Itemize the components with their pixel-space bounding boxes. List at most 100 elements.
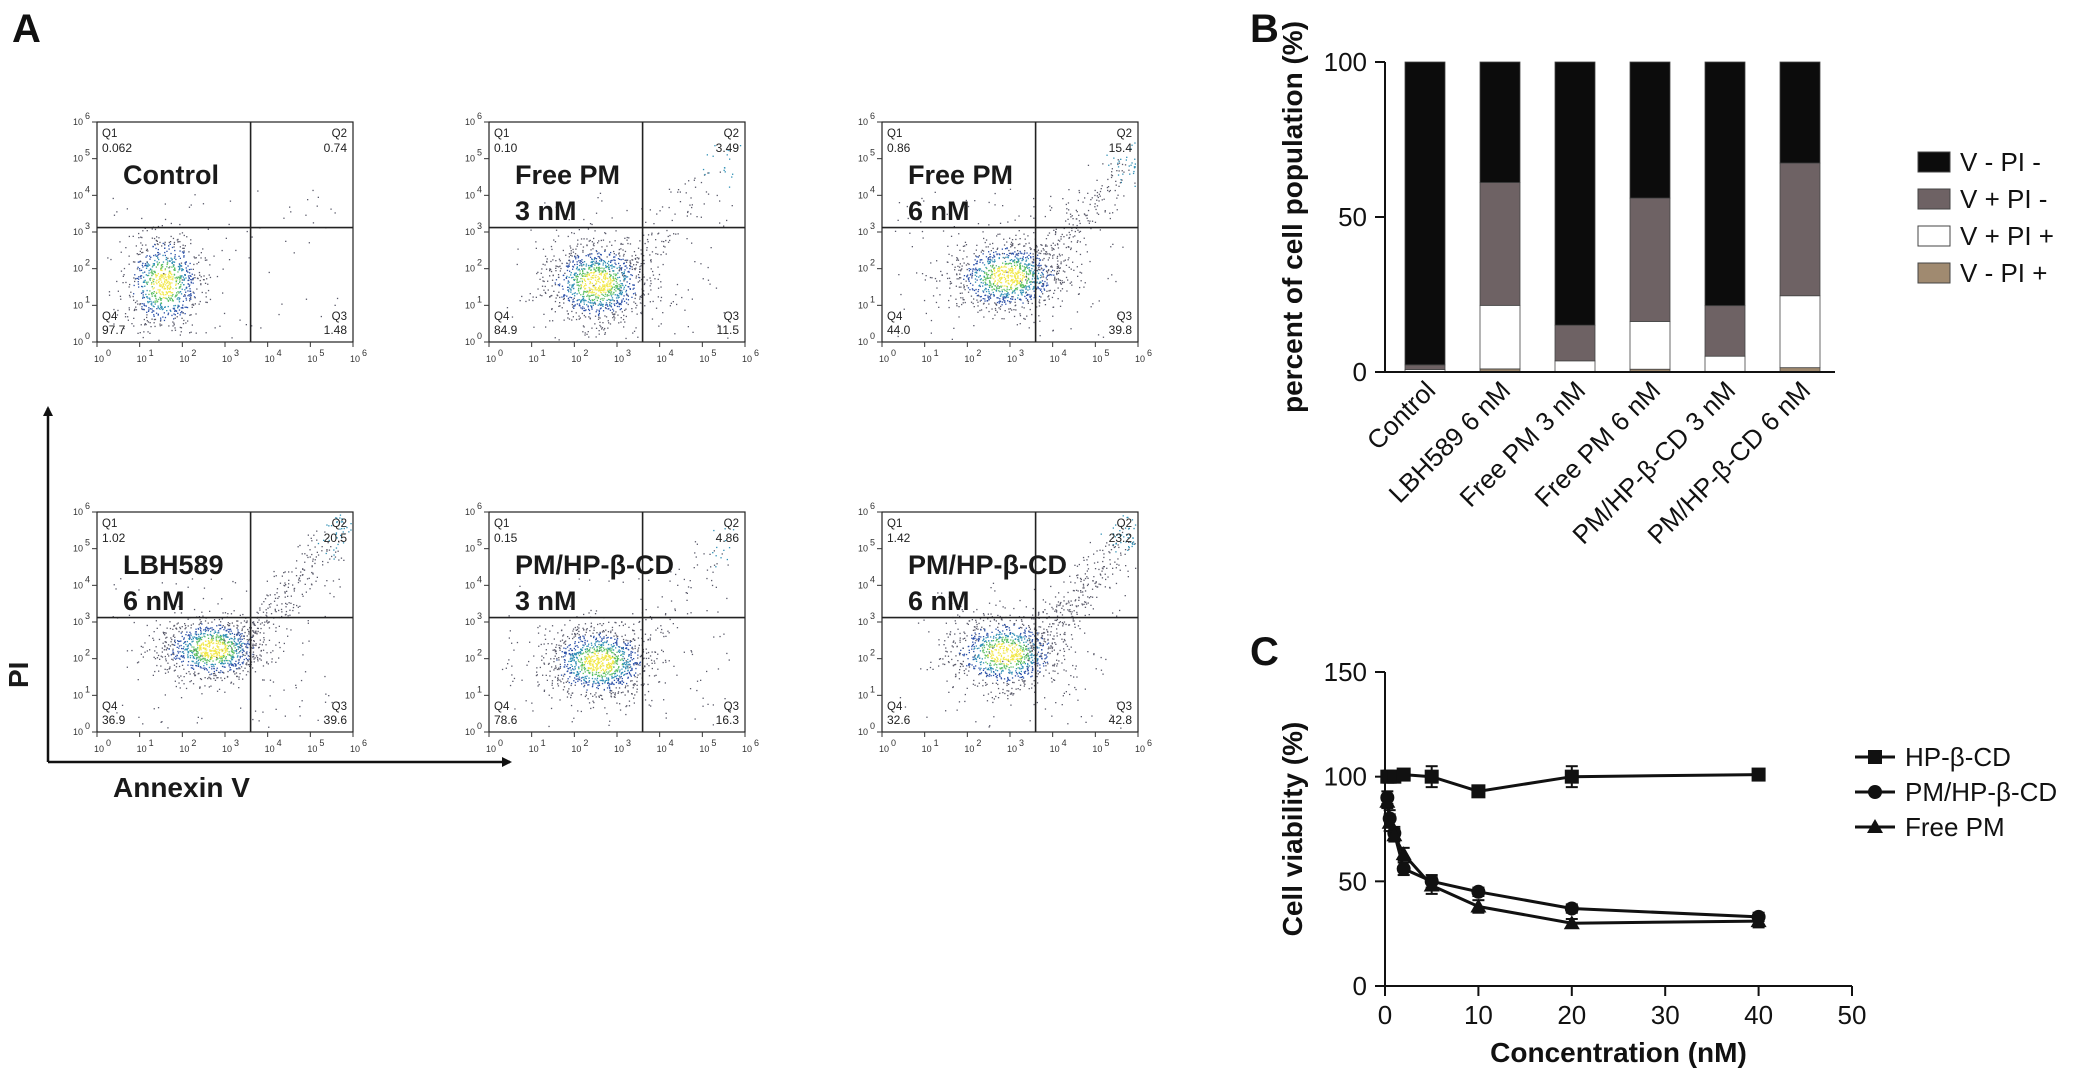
flow-event — [1023, 266, 1025, 268]
flow-event — [1037, 265, 1039, 267]
flow-event — [266, 594, 268, 596]
flow-event — [610, 282, 612, 284]
flow-event — [1086, 214, 1088, 216]
flow-event — [194, 631, 197, 633]
flow-event — [1047, 270, 1050, 272]
flow-event — [1011, 252, 1013, 254]
flow-event — [1019, 243, 1021, 245]
flow-event — [618, 253, 620, 255]
flow-event — [179, 627, 182, 630]
flow-event — [219, 671, 221, 674]
flow-event — [620, 269, 622, 271]
flow-event — [1019, 265, 1021, 267]
flow-event — [253, 624, 255, 626]
flow-event — [934, 191, 936, 193]
flow-event — [1029, 271, 1031, 273]
flow-event — [206, 652, 208, 654]
flow-event — [315, 556, 317, 558]
flow-event — [1028, 242, 1030, 244]
flow-event — [1015, 234, 1017, 236]
flow-event — [165, 280, 168, 282]
flow-event — [1004, 293, 1006, 295]
flow-event — [241, 662, 243, 664]
flow-event — [238, 667, 240, 669]
flow-event — [1021, 286, 1023, 289]
flow-event — [128, 286, 130, 288]
flow-event — [705, 191, 708, 193]
flow-event — [185, 277, 187, 279]
x-tick-label: 10 — [350, 354, 360, 364]
flow-event — [1011, 265, 1013, 267]
flow-event — [173, 269, 175, 271]
flow-event — [664, 246, 666, 248]
flow-event — [1065, 276, 1068, 279]
flow-event — [1015, 261, 1018, 263]
flow-event — [229, 633, 232, 635]
flow-event — [142, 656, 144, 658]
flow-event — [576, 254, 579, 257]
flow-event — [213, 632, 215, 634]
flow-event — [1037, 287, 1039, 289]
flow-event — [657, 278, 659, 280]
flow-event — [574, 305, 576, 307]
flow-event — [136, 268, 139, 270]
flow-event — [1133, 170, 1135, 173]
flow-event — [567, 266, 569, 268]
flow-event — [1003, 288, 1005, 291]
flow-event — [542, 248, 545, 250]
flow-event — [597, 297, 599, 299]
flow-event — [164, 269, 166, 271]
flow-event — [555, 260, 557, 262]
flow-event — [583, 268, 586, 270]
flow-event — [990, 269, 992, 271]
flow-event — [255, 655, 258, 657]
flow-event — [316, 539, 318, 541]
flow-event — [146, 314, 148, 316]
flow-event — [260, 327, 262, 329]
flow-event — [608, 253, 611, 255]
flow-event — [613, 266, 616, 268]
flow-event — [149, 332, 151, 334]
flow-event — [138, 232, 140, 235]
flow-event — [995, 251, 997, 253]
flow-event — [241, 652, 244, 654]
flow-event — [133, 284, 135, 287]
flow-event — [1116, 170, 1118, 172]
flow-event — [1109, 189, 1111, 192]
flow-event — [609, 299, 611, 301]
flow-event — [595, 258, 598, 260]
flow-event — [990, 256, 992, 258]
flow-event — [129, 283, 131, 286]
flow-event — [274, 597, 277, 599]
flow-event — [226, 650, 228, 652]
flow-event — [1070, 268, 1072, 270]
flow-event — [171, 266, 173, 268]
flow-event — [932, 295, 935, 297]
flow-event — [575, 312, 577, 314]
flow-event — [590, 249, 592, 251]
y-tick-exponent: 6 — [85, 111, 90, 121]
flow-event — [188, 285, 190, 288]
flow-event — [167, 291, 170, 293]
flow-event — [209, 674, 211, 676]
flow-event — [580, 260, 582, 263]
flow-event — [260, 655, 262, 657]
flow-event — [591, 275, 594, 277]
flow-event — [608, 322, 610, 324]
flow-event — [624, 259, 626, 261]
flow-event — [1008, 262, 1010, 265]
flow-event — [1019, 313, 1021, 315]
flow-event — [334, 212, 336, 214]
flow-event — [642, 293, 645, 295]
flow-event — [146, 255, 148, 257]
flow-event — [529, 293, 531, 295]
flow-event — [248, 633, 250, 635]
flow-event — [1069, 213, 1072, 215]
flow-event — [224, 647, 226, 649]
flow-event — [1009, 269, 1011, 271]
flow-event — [170, 294, 172, 297]
flow-event — [587, 274, 589, 276]
flow-event — [1102, 163, 1104, 165]
flow-event — [570, 274, 572, 276]
flow-event — [1071, 215, 1073, 217]
